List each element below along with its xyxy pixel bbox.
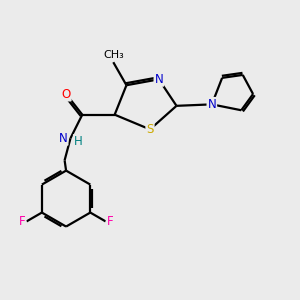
Text: N: N bbox=[154, 73, 163, 86]
Text: F: F bbox=[107, 215, 113, 228]
Text: H: H bbox=[74, 135, 82, 148]
Text: S: S bbox=[146, 123, 154, 136]
Text: N: N bbox=[208, 98, 216, 111]
Text: O: O bbox=[61, 88, 71, 100]
Text: CH₃: CH₃ bbox=[103, 50, 124, 60]
Text: N: N bbox=[59, 132, 68, 145]
Text: F: F bbox=[19, 215, 26, 228]
